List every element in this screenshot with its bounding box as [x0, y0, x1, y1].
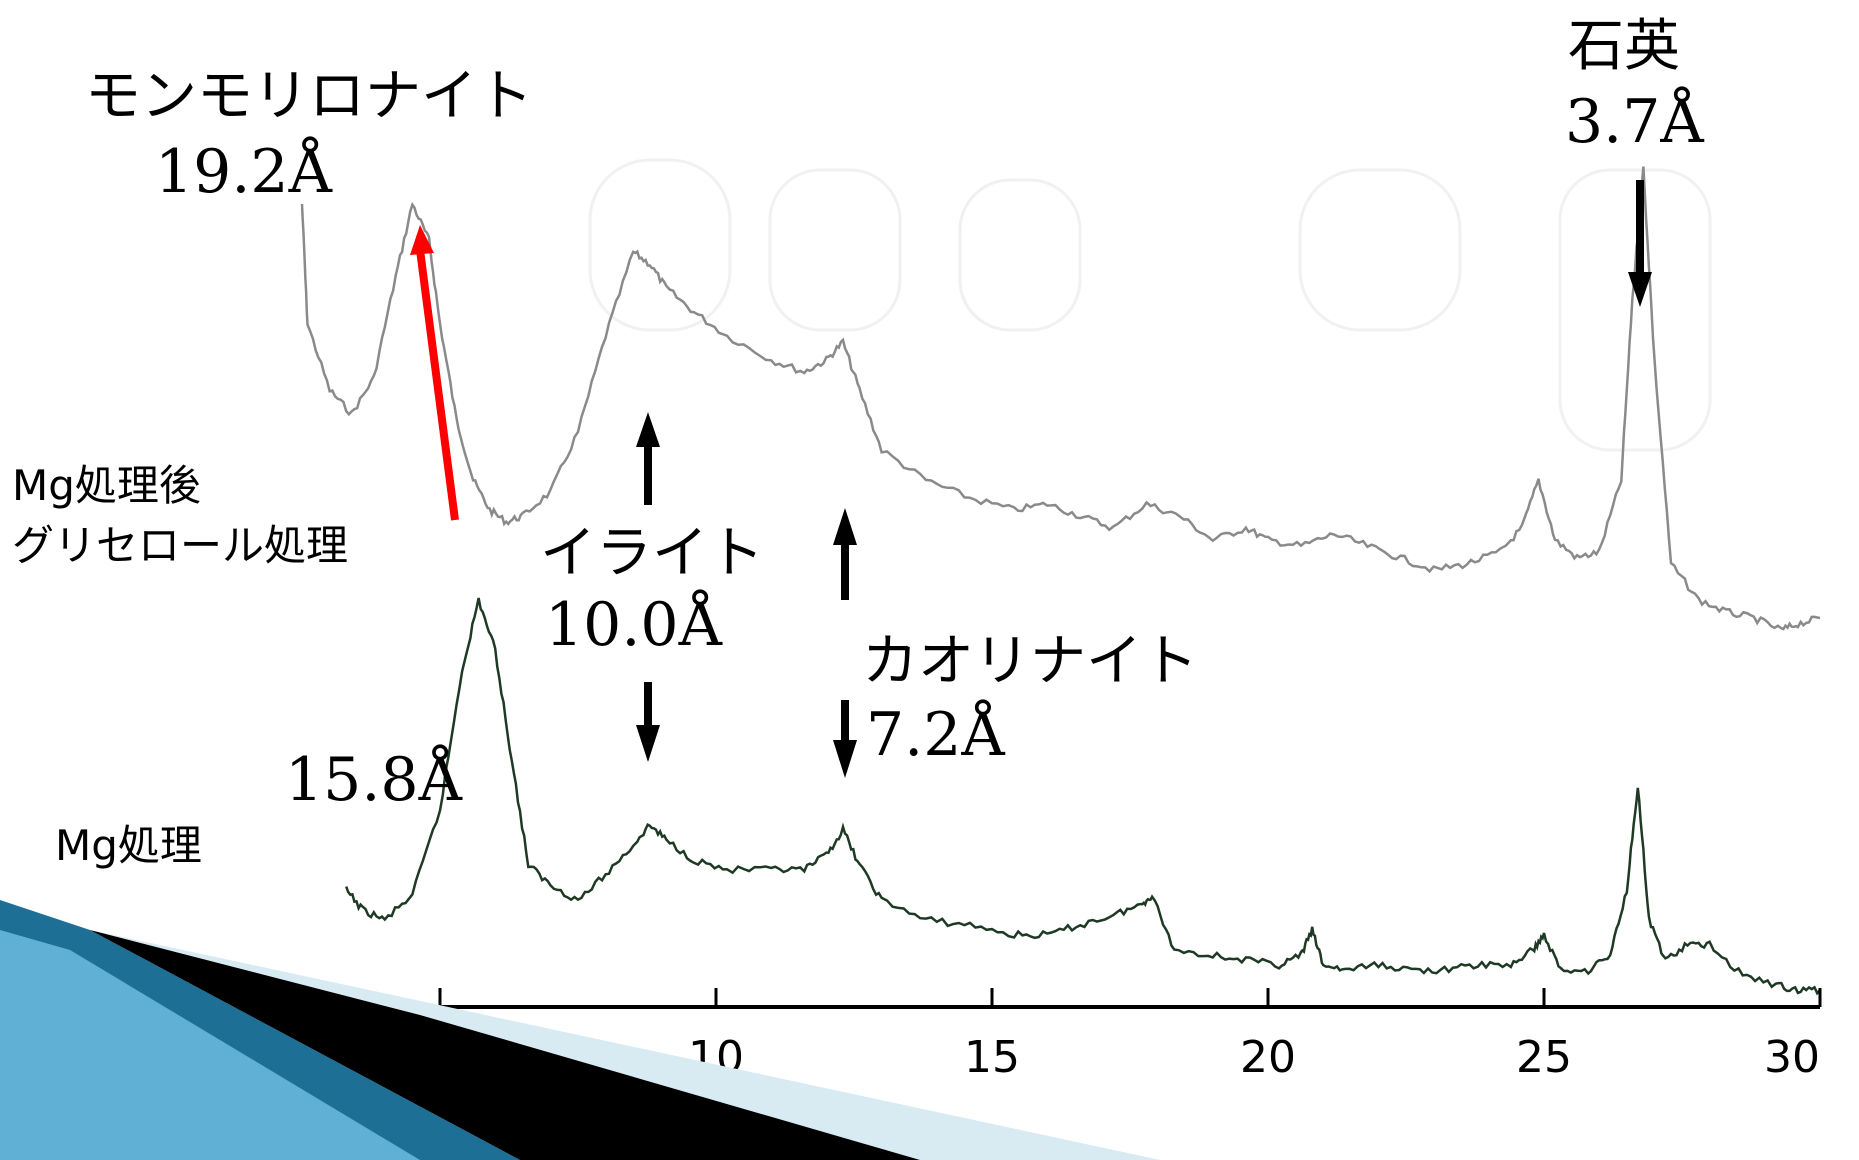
quartz-spacing: 3.7Å — [1565, 86, 1704, 157]
series-label-mg: Mg処理 — [55, 821, 202, 870]
kaolinite-label: カオリナイト — [862, 629, 1198, 694]
x-tick-label-4: 25 — [1516, 1032, 1572, 1083]
ribbon-black — [90, 930, 920, 1160]
background-watermark — [588, 158, 1712, 452]
quartz-label: 石英 — [1568, 14, 1680, 79]
arrow-illite-down — [636, 682, 660, 762]
decorative-ribbon — [0, 900, 1160, 1160]
illite-label: イライト — [540, 521, 764, 586]
arrow-kaolinite-down — [833, 700, 857, 778]
montmorillonite-spacing: 19.2Å — [155, 136, 333, 207]
smectite-spacing: 15.8Å — [285, 744, 463, 815]
arrow-quartz — [1628, 180, 1652, 307]
x-tick-label-3: 20 — [1240, 1032, 1296, 1083]
x-tick-label-2: 15 — [964, 1032, 1020, 1083]
illite-spacing: 10.0Å — [545, 589, 723, 660]
series-label-glycerol-line1: Mg処理後 — [12, 461, 201, 510]
series-line-1 — [345, 597, 1821, 996]
arrow-kaolinite-up — [833, 508, 857, 600]
arrow-illite-up — [636, 412, 660, 505]
arrow-montmorillonite — [410, 225, 459, 521]
ribbon-pale — [90, 930, 1160, 1160]
series-layer — [300, 166, 1821, 996]
kaolinite-spacing: 7.2Å — [866, 699, 1005, 770]
x-tick-label-5: 30 — [1764, 1032, 1820, 1083]
series-line-0 — [300, 166, 1821, 631]
montmorillonite-label: モンモリロナイト — [85, 64, 533, 129]
series-label-glycerol-line2: グリセロール処理 — [12, 521, 348, 570]
ribbon-light — [0, 930, 420, 1160]
